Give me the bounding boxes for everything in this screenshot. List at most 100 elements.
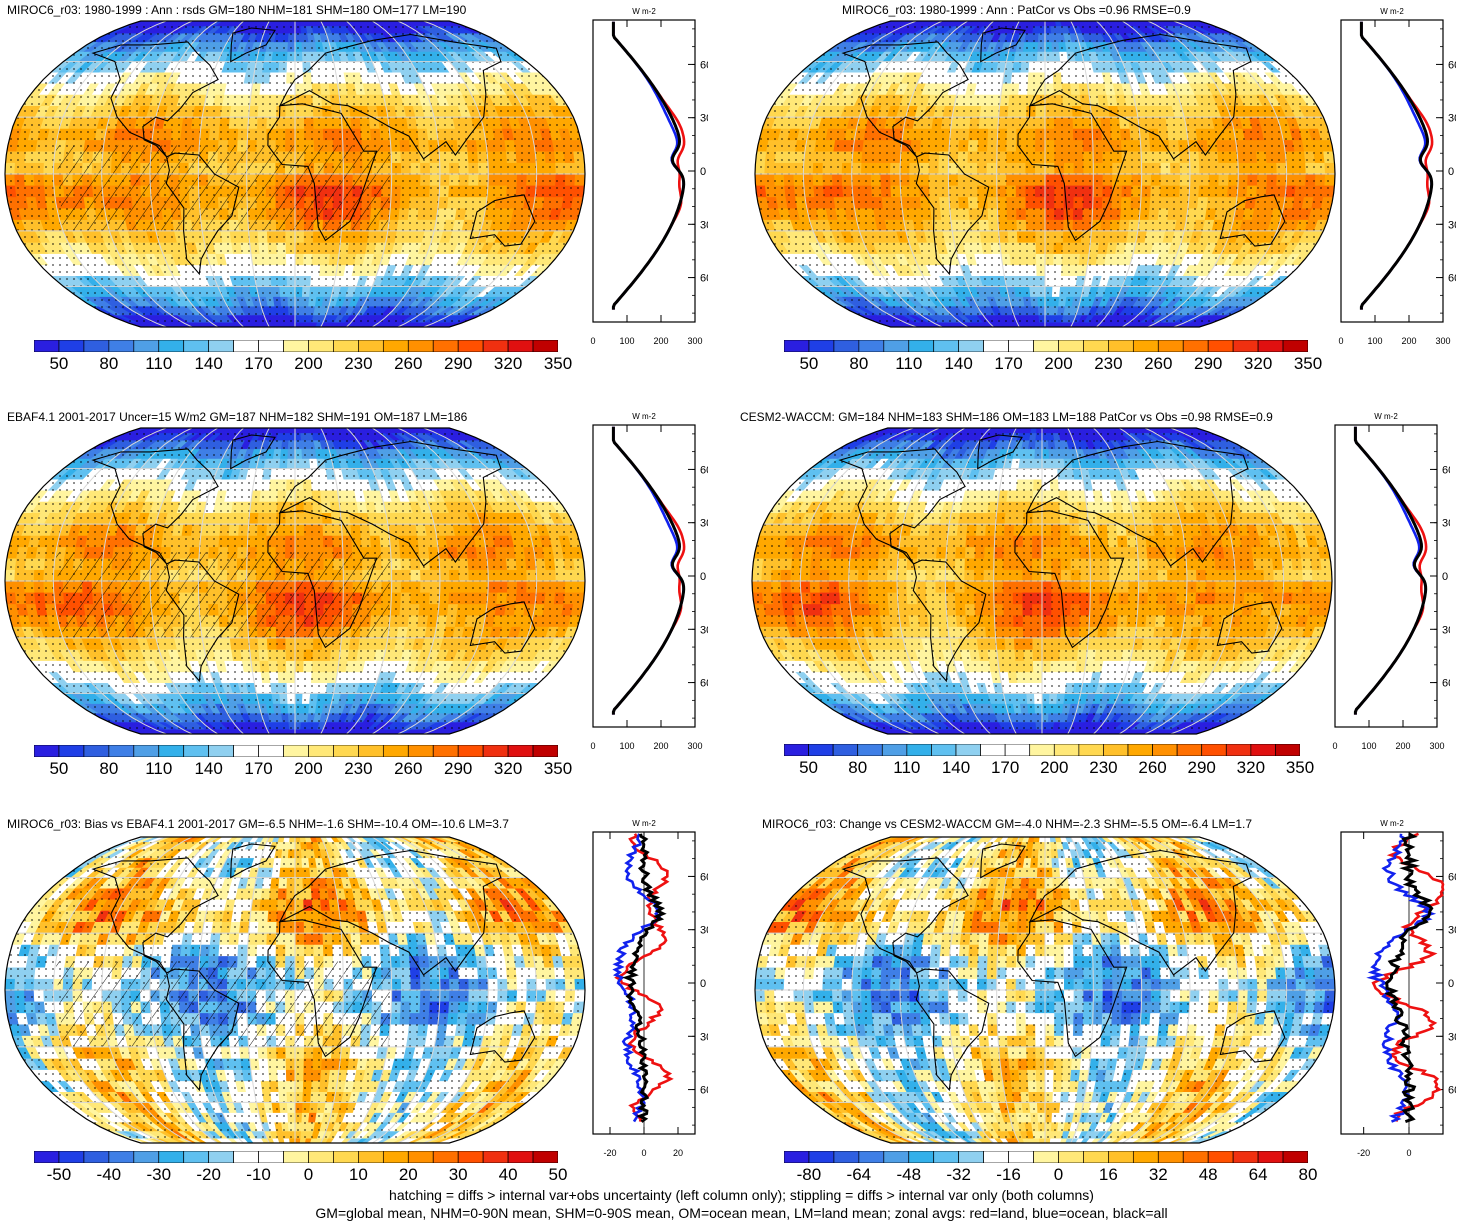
colorbar-tick-label: 50 xyxy=(548,1165,568,1184)
colorbar-tick-label: 200 xyxy=(294,354,323,373)
colorbar-tick-label: -10 xyxy=(246,1165,271,1184)
robinson-map xyxy=(754,836,1336,1144)
colorbar-tick-label: 64 xyxy=(1248,1165,1268,1184)
colorbar xyxy=(784,1151,1308,1163)
lat-tick-label: 30S xyxy=(700,624,708,636)
lat-tick-label: 30N xyxy=(700,925,708,937)
footer-line-1: hatching = diffs > internal var+obs unce… xyxy=(389,1187,1094,1203)
zonal-x-tick-label: 100 xyxy=(619,741,634,751)
colorbar-tick-label: 230 xyxy=(344,759,373,778)
colorbar-tick-label: 320 xyxy=(493,759,523,778)
colorbar xyxy=(34,1151,558,1163)
robinson-map xyxy=(4,20,586,328)
zonal-x-tick-label: 0 xyxy=(1338,336,1343,346)
colorbar-tick-label: 230 xyxy=(1089,758,1118,777)
colorbar-tick-label: 80 xyxy=(848,758,868,777)
zonal-x-tick-label: 300 xyxy=(687,336,702,346)
colorbar-labels: 50 80 110 140 170 200 230 260 290 320 350 xyxy=(784,354,1322,376)
robinson-map xyxy=(4,427,586,735)
colorbar-tick-label: 260 xyxy=(1144,354,1173,373)
colorbar-tick-label: 140 xyxy=(941,758,971,777)
colorbar-tick-label: -40 xyxy=(96,1165,122,1184)
lat-tick-label: 0 xyxy=(1442,571,1448,583)
colorbar-tick-label: 140 xyxy=(194,354,223,373)
lat-tick-label: 60N xyxy=(1448,871,1456,883)
colorbar-tick-label: 10 xyxy=(348,1165,368,1184)
lat-tick-label: 60N xyxy=(700,464,708,476)
colorbar-tick-label: 48 xyxy=(1198,1165,1218,1184)
colorbar-tick-label: 50 xyxy=(799,354,819,373)
colorbar xyxy=(34,745,558,757)
robinson-map xyxy=(4,836,586,1144)
panel-ebaf-observations: EBAF4.1 2001-2017 Uncer=15 W/m2 GM=187 N… xyxy=(0,405,740,805)
colorbar-tick-label: 32 xyxy=(1148,1165,1168,1184)
zonal-x-tick-label: 200 xyxy=(1395,741,1410,751)
colorbar-tick-label: 140 xyxy=(194,759,223,778)
zonal-unit-label: W m-2 xyxy=(1374,412,1398,421)
colorbar-tick-label: 260 xyxy=(1138,758,1167,777)
colorbar-tick-label: 290 xyxy=(1187,758,1216,777)
zonal-x-tick-label: 20 xyxy=(673,1148,683,1158)
colorbar-tick-label: 350 xyxy=(1285,758,1315,777)
zonal-x-tick-label: 200 xyxy=(1401,336,1416,346)
zonal-x-tick-label: 200 xyxy=(653,741,668,751)
footer-line-2: GM=global mean, NHM=0-90N mean, SHM=0-90… xyxy=(315,1205,1168,1221)
colorbar-tick-label: -80 xyxy=(796,1165,822,1184)
colorbar-tick-label: 80 xyxy=(1298,1165,1318,1184)
zonal-x-tick-label: 200 xyxy=(653,336,668,346)
panel-cesm2-waccm: CESM2-WACCM: GM=184 NHM=183 SHM=186 OM=1… xyxy=(740,405,1483,805)
zonal-unit-label: W m-2 xyxy=(632,7,656,16)
zonal-line-all xyxy=(622,833,667,1123)
colorbar-tick-label: 320 xyxy=(493,354,523,373)
colorbar-tick-label: 16 xyxy=(1098,1165,1118,1184)
colorbar-tick-label: -20 xyxy=(196,1165,221,1184)
colorbar-tick-label: -50 xyxy=(46,1165,72,1184)
colorbar-tick-label: 230 xyxy=(344,354,373,373)
lat-tick-label: 60N xyxy=(1448,59,1456,71)
colorbar-tick-label: 320 xyxy=(1236,758,1266,777)
lat-tick-label: 60S xyxy=(700,1085,708,1097)
colorbar-labels: 50 80 110 140 170 200 230 260 290 320 350 xyxy=(34,759,572,781)
zonal-x-tick-label: -20 xyxy=(1357,1148,1370,1158)
lat-tick-label: 30S xyxy=(700,219,708,231)
colorbar-tick-label: 110 xyxy=(145,354,173,373)
lat-tick-label: 60N xyxy=(700,59,708,71)
zonal-mean-plot: W m-2 60N 30N 0 30S 60S -20 0 xyxy=(1340,819,1456,1158)
zonal-line-land xyxy=(1371,832,1445,1122)
zonal-mean-plot: W m-2 60N 30N 0 30S 60S 0 100 200 300 xyxy=(590,412,708,751)
zonal-line-all xyxy=(1353,426,1428,715)
lat-tick-label: 30N xyxy=(1448,925,1456,937)
colorbar-tick-label: 350 xyxy=(1293,354,1323,373)
colorbar-tick-label: 50 xyxy=(49,759,69,778)
lat-tick-label: 30N xyxy=(700,113,708,125)
zonal-line-land xyxy=(614,833,674,1122)
colorbar-tick-label: -30 xyxy=(146,1165,172,1184)
panel-title: MIROC6_r03: Change vs CESM2-WACCM GM=-4.… xyxy=(762,817,1253,831)
zonal-x-tick-label: 300 xyxy=(687,741,702,751)
colorbar-tick-label: 80 xyxy=(99,354,119,373)
zonal-x-tick-label: -20 xyxy=(603,1148,616,1158)
zonal-unit-label: W m-2 xyxy=(632,819,656,828)
colorbar-tick-label: -48 xyxy=(896,1165,922,1184)
lat-tick-label: 0 xyxy=(1448,978,1454,990)
colorbar-tick-label: 50 xyxy=(49,354,69,373)
zonal-x-tick-label: 100 xyxy=(1361,741,1376,751)
colorbar-tick-label: 110 xyxy=(895,354,923,373)
zonal-unit-label: W m-2 xyxy=(1380,819,1404,828)
colorbar-tick-label: 170 xyxy=(244,354,273,373)
colorbar-labels: 50 80 110 140 170 200 230 260 290 320 350 xyxy=(784,758,1314,780)
panel-miroc6-patcor: MIROC6_r03: 1980-1999 : Ann : PatCor vs … xyxy=(750,0,1483,400)
colorbar-tick-label: 140 xyxy=(944,354,973,373)
colorbar-tick-label: 200 xyxy=(1044,354,1073,373)
zonal-x-tick-label: 0 xyxy=(590,336,595,346)
colorbar-tick-label: 0 xyxy=(303,1165,314,1184)
lat-tick-label: 60S xyxy=(700,273,708,285)
lat-tick-label: 30N xyxy=(700,518,708,530)
colorbar-tick-label: 350 xyxy=(543,759,573,778)
zonal-line-all xyxy=(1359,21,1434,310)
panel-title: MIROC6_r03: 1980-1999 : Ann : rsds GM=18… xyxy=(7,3,467,17)
zonal-x-tick-label: 0 xyxy=(1332,741,1337,751)
colorbar-tick-label: 230 xyxy=(1094,354,1123,373)
lat-tick-label: 60S xyxy=(1448,1085,1456,1097)
zonal-x-tick-label: 300 xyxy=(1429,741,1444,751)
